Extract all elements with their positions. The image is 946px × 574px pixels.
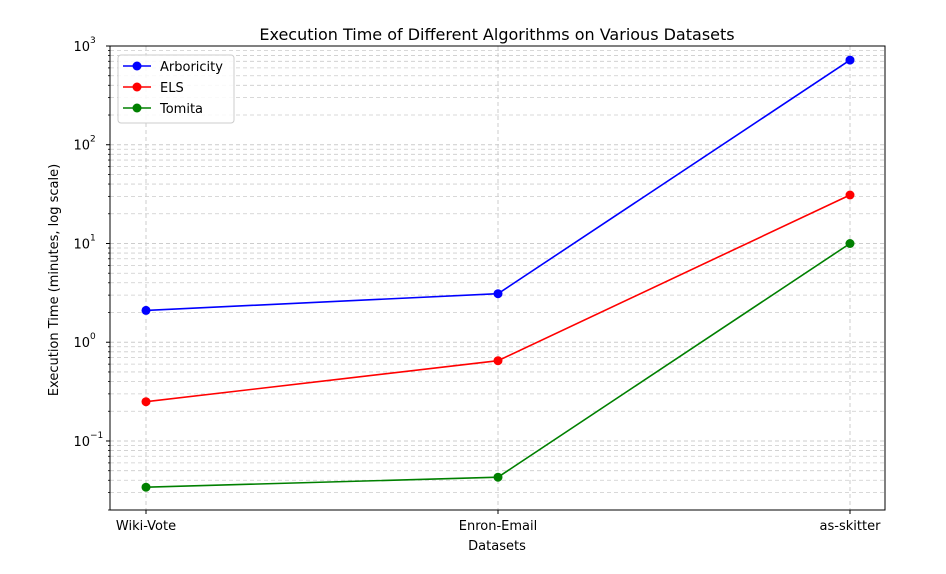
y-tick-exponent: 2 (90, 135, 96, 145)
legend-marker (132, 82, 142, 92)
series-els (141, 190, 855, 407)
y-tick-exponent: −1 (90, 431, 103, 441)
data-point (493, 289, 503, 299)
series-arboricity (141, 55, 855, 315)
x-tick-label: Enron-Email (459, 519, 537, 534)
x-tick-label: Wiki-Vote (116, 519, 176, 534)
legend-item: Arboricity (123, 60, 223, 75)
x-axis-label: Datasets (468, 539, 526, 554)
legend-item: Tomita (123, 102, 203, 117)
series-tomita (141, 239, 855, 492)
y-tick-exponent: 3 (90, 36, 96, 46)
data-point (493, 356, 503, 366)
x-tick-label: as-skitter (820, 519, 882, 534)
y-tick-label: 10 (73, 336, 90, 351)
legend-box (117, 54, 235, 124)
data-point (493, 472, 503, 482)
y-tick-label: 10 (73, 40, 90, 55)
legend-label: Tomita (159, 102, 203, 117)
series-layer (141, 55, 855, 492)
legend-label: ELS (160, 81, 184, 96)
grid (110, 45, 885, 511)
legend-label: Arboricity (160, 60, 223, 75)
y-axis-label: Execution Time (minutes, log scale) (47, 164, 62, 396)
y-tick-exponent: 0 (90, 332, 96, 342)
legend-marker (132, 103, 142, 113)
y-tick-label: 10 (73, 139, 90, 154)
data-point (141, 482, 151, 492)
legend-marker (132, 61, 142, 71)
data-point (845, 55, 855, 65)
legend-item: ELS (123, 81, 184, 96)
y-tick-label: 10 (73, 237, 90, 252)
y-tick-exponent: 1 (90, 233, 96, 243)
legend: Arboricity ELS Tomita (117, 54, 235, 124)
data-point (845, 190, 855, 200)
data-point (141, 397, 151, 407)
data-point (845, 239, 855, 248)
y-tick-label: 10 (73, 435, 90, 450)
chart-title: Execution Time of Different Algorithms o… (259, 25, 734, 44)
data-point (141, 305, 151, 315)
